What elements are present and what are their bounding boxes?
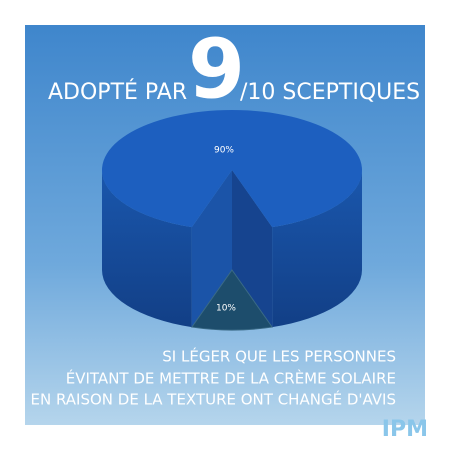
slice-cut-wall xyxy=(191,170,232,328)
title-number: 9 xyxy=(188,22,245,117)
slice-top xyxy=(101,110,362,228)
slice-side xyxy=(102,170,192,328)
slice-cut-wall xyxy=(232,170,273,328)
slice-label: 90% xyxy=(214,146,234,156)
caption-line: EN RAISON DE LA TEXTURE ONT CHANGÉ D'AVI… xyxy=(30,390,396,409)
slice-top xyxy=(190,269,274,331)
caption-line: SI LÉGER QUE LES PERSONNES xyxy=(162,347,396,366)
slice-label: 10% xyxy=(216,304,236,314)
slice-side xyxy=(272,170,362,328)
caption-line: ÉVITANT DE METTRE DE LA CRÈME SOLAIRE xyxy=(66,369,396,388)
title-part: ADOPTÉ PAR xyxy=(48,79,187,105)
logo: IPM xyxy=(382,417,428,442)
pie: 90% 10% xyxy=(101,110,362,331)
title-part: /10 SCEPTIQUES xyxy=(240,80,420,105)
